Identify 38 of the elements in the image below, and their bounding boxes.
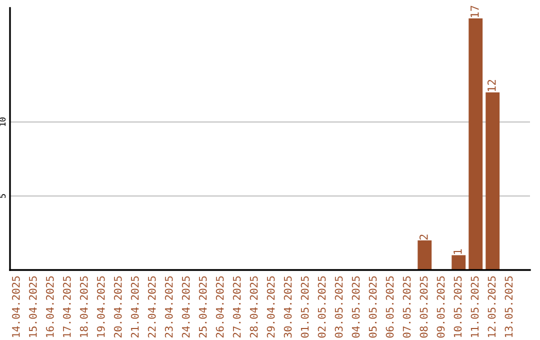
- data-label: 12: [487, 80, 496, 92]
- x-tick-label: 10.05.2025: [454, 276, 462, 338]
- bar: [486, 92, 500, 270]
- x-tick-label: 19.04.2025: [96, 276, 105, 338]
- x-tick-label: 08.05.2025: [420, 276, 428, 338]
- x-tick-label: 17.04.2025: [62, 276, 71, 338]
- x-tick-label: 18.04.2025: [80, 276, 88, 338]
- x-tick-label: 13.05.2025: [504, 276, 513, 338]
- x-tick-label: 30.04.2025: [284, 276, 292, 338]
- x-tick-label: 14.04.2025: [12, 276, 20, 338]
- x-tick-label: 29.04.2025: [266, 276, 275, 338]
- x-tick-label: 23.04.2025: [164, 276, 173, 338]
- x-tick-label: 22.04.2025: [148, 276, 156, 338]
- x-tick-label: 28.04.2025: [250, 276, 258, 338]
- data-label: 17: [470, 6, 479, 18]
- bar: [468, 18, 483, 270]
- x-tick-label: 05.05.2025: [368, 276, 377, 338]
- x-tick-label: 26.04.2025: [216, 276, 224, 338]
- x-tick-label: 12.05.2025: [488, 276, 496, 338]
- bar: [452, 255, 466, 270]
- x-tick-label: 24.04.2025: [182, 276, 190, 338]
- data-label: 2: [419, 234, 428, 240]
- x-tick-label: 09.05.2025: [436, 276, 445, 338]
- x-tick-label: 03.05.2025: [334, 276, 343, 338]
- x-tick-label: 16.04.2025: [46, 276, 54, 338]
- x-tick-label: 27.04.2025: [232, 276, 241, 338]
- x-tick-label: 15.04.2025: [28, 276, 37, 338]
- data-label: 1: [454, 249, 462, 254]
- x-tick-label: 25.04.2025: [198, 276, 207, 338]
- bar: [418, 240, 432, 270]
- x-tick-label: 01.05.2025: [300, 276, 309, 338]
- x-tick-label: 04.05.2025: [352, 276, 360, 338]
- x-tick-label: 21.04.2025: [130, 276, 139, 338]
- x-tick-label: 20.04.2025: [114, 276, 122, 338]
- x-tick-label: 06.05.2025: [386, 276, 394, 338]
- x-tick-label: 07.05.2025: [402, 276, 411, 338]
- x-tick-label: 02.05.2025: [318, 276, 326, 338]
- x-tick-label: 11.05.2025: [470, 276, 479, 338]
